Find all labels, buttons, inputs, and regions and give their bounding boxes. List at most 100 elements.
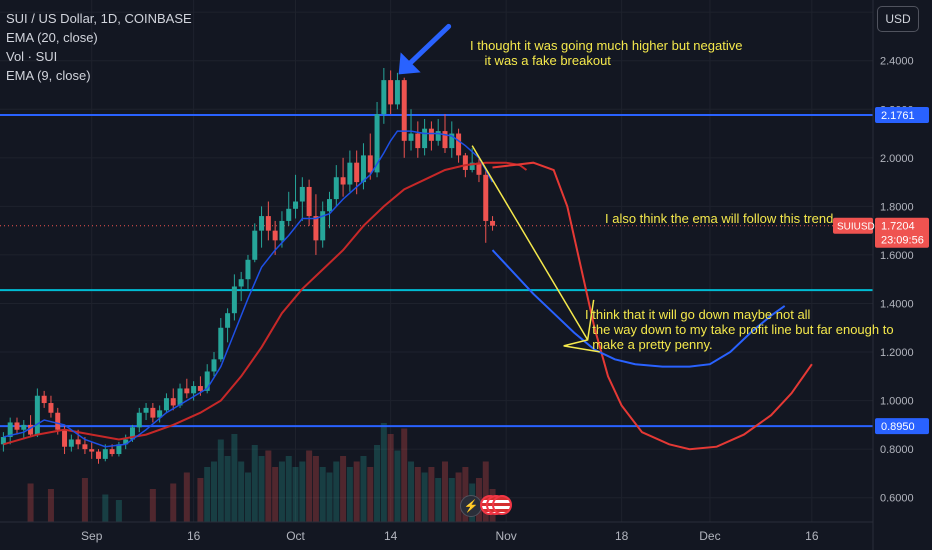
- candle-body: [456, 133, 462, 156]
- candles: [0, 67, 496, 464]
- candle: [170, 388, 176, 411]
- candle-body: [62, 429, 68, 447]
- annotation-fake-breakout[interactable]: I thought it was going much higher but n…: [470, 38, 743, 68]
- candle: [184, 378, 190, 399]
- candle-body: [218, 327, 224, 360]
- candle-body: [245, 259, 251, 280]
- candle: [367, 133, 373, 180]
- time-axis: Sep 16 Oct 14 Nov 18 Dec 16: [0, 521, 873, 543]
- candle-body: [191, 386, 197, 394]
- candle: [225, 308, 231, 343]
- candle: [34, 388, 40, 438]
- candle-body: [129, 427, 135, 440]
- candle: [116, 441, 122, 457]
- candle-body: [490, 220, 496, 226]
- ema20-line: [3, 161, 528, 446]
- candle: [408, 109, 414, 151]
- annotation-go-down[interactable]: I think that it will go down maybe not a…: [585, 307, 894, 352]
- candle-body: [184, 388, 190, 394]
- volume-bar: [319, 467, 326, 522]
- candle: [415, 121, 421, 158]
- time-tick-label: 14: [384, 529, 398, 543]
- legend: SUI / US Dollar, 1D, COINBASE EMA (20, c…: [6, 9, 192, 85]
- candle: [96, 449, 102, 464]
- candle: [435, 118, 441, 146]
- candle: [279, 211, 285, 248]
- volume-bar: [102, 494, 109, 522]
- candle: [48, 395, 54, 418]
- candle: [0, 432, 6, 452]
- time-tick-label: Oct: [286, 529, 305, 543]
- time-tick-label: Dec: [699, 529, 720, 543]
- candle-body: [279, 220, 285, 241]
- volume-bar: [401, 428, 408, 522]
- price-label-value: 0.8950: [881, 421, 915, 433]
- candle-body: [177, 388, 183, 406]
- candle: [7, 417, 13, 445]
- lightning-icon[interactable]: ⚡: [460, 495, 482, 517]
- legend-volume[interactable]: Vol · SUI: [6, 49, 58, 64]
- price-label-value: 2.1761: [881, 110, 915, 122]
- candle-body: [388, 80, 394, 105]
- volume-bar: [299, 461, 306, 522]
- candle: [123, 434, 129, 450]
- candle: [483, 169, 489, 243]
- candle-body: [367, 155, 373, 173]
- candle: [265, 201, 271, 241]
- candle-body: [293, 201, 299, 209]
- volume-bar: [428, 467, 435, 522]
- volume-bar: [272, 467, 279, 522]
- candle-body: [102, 449, 108, 459]
- candle-body: [259, 216, 265, 231]
- candle-body: [231, 286, 237, 314]
- price-axis: 0.6000 0.8000 1.0000 1.2000 1.4000 1.6000 1.80…: [833, 0, 932, 550]
- candle-body: [299, 186, 305, 202]
- volume-bar: [346, 467, 353, 522]
- legend-symbol[interactable]: SUI / US Dollar, 1D, COINBASE: [6, 11, 192, 26]
- candle: [211, 352, 217, 377]
- candle: [163, 393, 169, 413]
- time-tick-label: Sep: [81, 529, 103, 543]
- volume-bar: [441, 461, 448, 522]
- currency-button[interactable]: USD: [877, 6, 919, 32]
- candle-body: [123, 439, 129, 445]
- horizontal-lines: [0, 114, 873, 428]
- candle: [381, 67, 387, 124]
- candle-body: [442, 131, 448, 149]
- candle-body: [82, 444, 88, 450]
- legend-ema9[interactable]: EMA (9, close): [6, 68, 91, 83]
- annotation-ema-trend[interactable]: I also think the ema will follow this tr…: [605, 211, 834, 226]
- candle: [143, 403, 149, 421]
- volume-bar: [326, 472, 333, 522]
- legend-ema20[interactable]: EMA (20, close): [6, 30, 98, 45]
- time-tick-label: Nov: [495, 529, 516, 543]
- volume-bar: [414, 467, 421, 522]
- volume-bar: [115, 500, 122, 522]
- candle: [320, 201, 326, 248]
- price-label-box: [875, 418, 929, 435]
- candle-body: [401, 80, 407, 141]
- volume-bar: [47, 489, 54, 522]
- candle: [286, 191, 292, 226]
- candle-body: [204, 371, 210, 391]
- candle: [136, 407, 142, 433]
- candle: [340, 157, 346, 197]
- candle-body: [89, 449, 95, 452]
- volume-bar: [244, 472, 251, 522]
- candle: [245, 254, 251, 289]
- volume-bar: [380, 423, 387, 522]
- volume-bar: [387, 434, 394, 522]
- candle-body: [136, 412, 142, 428]
- candle: [299, 177, 305, 221]
- candle: [218, 318, 224, 362]
- candle: [401, 77, 407, 158]
- us-flag-icon[interactable]: [492, 495, 512, 515]
- candle-body: [354, 162, 360, 183]
- price-label-box: [875, 107, 929, 124]
- volume-bar: [394, 450, 401, 522]
- candle: [89, 441, 95, 459]
- volume-bar: [367, 467, 374, 522]
- candle-body: [143, 407, 149, 413]
- price-label-value: 1.7204: [881, 221, 915, 233]
